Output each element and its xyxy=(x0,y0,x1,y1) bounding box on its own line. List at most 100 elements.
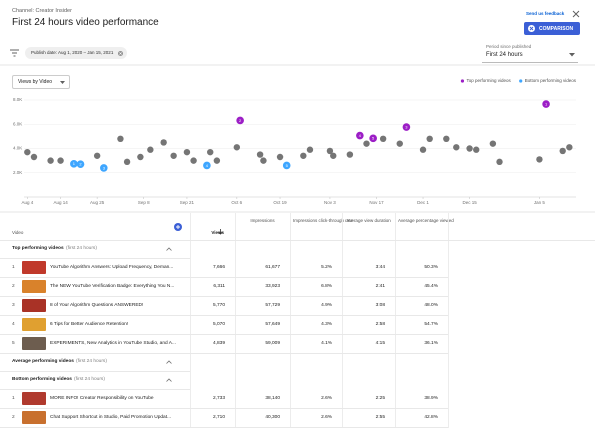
legend-swatch xyxy=(519,79,523,83)
section-row[interactable]: Average performing videos (first 24 hours… xyxy=(0,353,190,371)
table-row[interactable]: 3 8 of Your Algorithm Questions ANSWERED!… xyxy=(0,296,448,315)
y-tick-label: 4.0K xyxy=(13,146,22,151)
x-tick-label: Dec 1 xyxy=(417,200,429,205)
data-point xyxy=(396,140,403,147)
row-divider xyxy=(0,371,190,372)
row-divider xyxy=(0,353,448,354)
column-header[interactable]: Average percentage viewed xyxy=(398,218,454,223)
metric-value: 3:08 xyxy=(375,303,385,308)
chevron[interactable] xyxy=(166,378,172,382)
video-title: 6 Tips for Better Audience Retention! xyxy=(50,322,129,327)
column-header[interactable]: Impressions xyxy=(250,218,275,223)
metric-value: 50.3% xyxy=(424,265,438,270)
video-title: Chat Support Shortcut in Studio, Paid Pr… xyxy=(50,415,172,420)
video-title: YouTube Algorithm Answers: Upload Freque… xyxy=(50,265,174,270)
metric-value: 6.8% xyxy=(321,284,332,289)
rank: 4 xyxy=(12,322,15,327)
data-point xyxy=(326,147,334,155)
row-divider xyxy=(0,408,448,409)
sort-arrow[interactable] xyxy=(218,229,223,235)
section-row[interactable]: Top performing videos (first 24 hours) xyxy=(0,240,190,258)
table-row[interactable]: 1 MORE INFO! Creator Responsibility on Yo… xyxy=(0,389,448,408)
rank: 3 xyxy=(12,303,15,308)
metric-value: 2:55 xyxy=(375,415,385,420)
chevron[interactable] xyxy=(166,247,172,251)
thumbnail xyxy=(22,411,46,424)
data-point xyxy=(496,158,503,166)
close-button[interactable] xyxy=(572,10,580,18)
column-header[interactable]: Views xyxy=(211,230,224,235)
data-point xyxy=(100,164,108,172)
chip-close[interactable] xyxy=(118,50,124,56)
data-point xyxy=(203,161,211,170)
table-row[interactable]: 2 Chat Support Shortcut in Studio, Paid P… xyxy=(0,408,448,427)
data-point xyxy=(356,131,364,140)
feedback-link[interactable]: Send us feedback xyxy=(526,11,565,16)
date-filter-text: Publish date: Aug 1, 2020 – Jan 15, 2021 xyxy=(31,50,114,55)
metric-value: 2,710 xyxy=(212,415,225,420)
point-label: 3 xyxy=(103,165,106,170)
rank: 1 xyxy=(12,396,15,401)
section-note: (first 24 hours) xyxy=(66,246,97,251)
data-point xyxy=(236,116,244,125)
rank: 2 xyxy=(12,415,15,420)
metric-dropdown[interactable]: Views by Video xyxy=(12,75,70,89)
metric-value: 4:15 xyxy=(375,341,385,346)
data-point xyxy=(147,146,154,153)
x-tick-label: Sep 8 xyxy=(138,200,150,205)
comparison-button[interactable]: COMPARISON xyxy=(524,22,580,35)
point-label: 5 xyxy=(372,136,375,141)
filter-icon[interactable] xyxy=(10,49,19,57)
date-filter-chip[interactable]: Publish date: Aug 1, 2020 – Jan 15, 2021 xyxy=(25,47,128,59)
thumbnail xyxy=(22,261,46,274)
data-point xyxy=(466,145,473,152)
row-divider xyxy=(0,389,190,390)
data-point xyxy=(233,144,241,151)
metric-value: 2,733 xyxy=(212,396,225,401)
section-row[interactable]: Bottom performing videos (first 24 hours) xyxy=(0,371,190,389)
row-divider xyxy=(0,277,448,278)
add-metric-button[interactable] xyxy=(174,223,182,231)
thumbnail xyxy=(22,280,46,293)
metric-value: 45.4% xyxy=(424,284,438,289)
column-header[interactable]: Impressions click-through rate xyxy=(293,218,354,223)
x-tick-label: Aug 14 xyxy=(53,200,68,205)
y-tick-label: 8.0K xyxy=(13,97,22,102)
point-label: 2 xyxy=(239,118,242,123)
table-row[interactable]: 5 EXPERIMENTS, New Analytics in YouTube S… xyxy=(0,334,448,353)
x-tick-label: Oct 19 xyxy=(273,200,287,205)
metric-value: 42.8% xyxy=(424,415,438,420)
thumbnail xyxy=(22,392,46,405)
legend-swatch xyxy=(460,79,465,83)
metric-label: Views by Video xyxy=(18,79,53,85)
data-point xyxy=(453,144,460,151)
table-row[interactable]: 4 6 Tips for Better Audience Retention! 5,… xyxy=(0,315,448,334)
data-point xyxy=(123,158,131,166)
data-point xyxy=(566,144,573,151)
data-point xyxy=(260,157,267,164)
data-point xyxy=(256,151,264,158)
period-value: First 24 hours xyxy=(486,52,523,58)
thumbnail xyxy=(22,318,46,331)
data-point xyxy=(346,151,354,158)
data-point xyxy=(190,157,197,164)
data-point xyxy=(213,157,221,164)
row-divider xyxy=(0,240,595,241)
chevron[interactable] xyxy=(166,360,172,364)
table-row[interactable]: 1 YouTube Algorithm Answers: Upload Frequ… xyxy=(0,258,448,277)
data-point xyxy=(443,135,450,142)
legend-label: Bottom performing videos xyxy=(525,78,577,83)
point-label: 5 xyxy=(286,163,289,168)
metric-value: 6,311 xyxy=(213,284,225,289)
data-point xyxy=(47,157,54,164)
data-point xyxy=(183,148,191,156)
column-header[interactable]: Average view duration xyxy=(346,218,391,223)
table-row[interactable]: 2 The NEW YouTube Verification Badge: Eve… xyxy=(0,277,448,296)
period-dropdown[interactable]: Period since published First 24 hours xyxy=(482,42,578,63)
video-title: MORE INFO! Creator Responsibility on You… xyxy=(50,396,154,401)
comparison-icon xyxy=(528,25,535,32)
data-point xyxy=(306,146,314,153)
x-tick-label: Jan 5 xyxy=(534,200,546,205)
